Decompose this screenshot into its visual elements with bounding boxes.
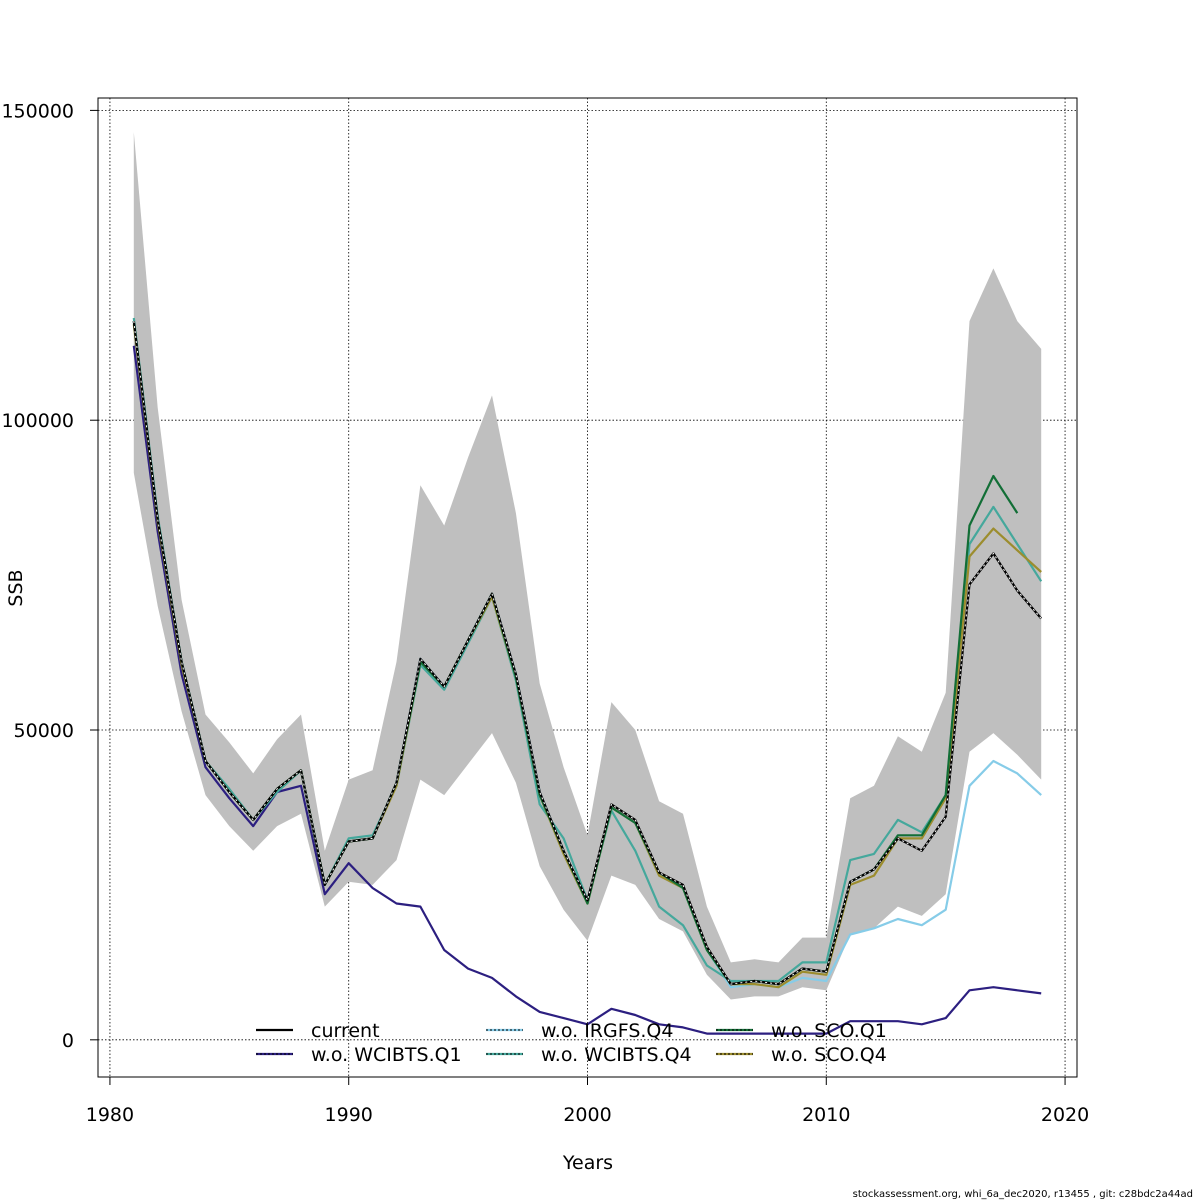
legend-label-w-o-irgfs-q4: w.o. IRGFS.Q4 xyxy=(541,1020,673,1042)
legend-label-current: current xyxy=(311,1020,380,1042)
legend-label-w-o-sco-q1: w.o. SCO.Q1 xyxy=(771,1020,887,1042)
x-tick-label-1990: 1990 xyxy=(325,1104,373,1126)
y-tick-label-50000: 50000 xyxy=(14,720,74,742)
x-tick-label-1980: 1980 xyxy=(86,1104,134,1126)
legend-label-w-o-wcibts-q1: w.o. WCIBTS.Q1 xyxy=(311,1044,462,1066)
confidence-band-area xyxy=(133,132,1042,1000)
y-tick-label-100000: 100000 xyxy=(1,410,74,432)
y-axis-title: SSB xyxy=(5,569,27,606)
legend-label-w-o-wcibts-q4: w.o. WCIBTS.Q4 xyxy=(541,1044,692,1066)
y-tick-label-0: 0 xyxy=(62,1030,74,1052)
confidence-band xyxy=(133,132,1042,1000)
series-line-w-o-wcibts-q1 xyxy=(132,345,1042,1035)
x-tick-label-2020: 2020 xyxy=(1041,1104,1089,1126)
series-lines xyxy=(132,317,1043,1035)
y-tick-label-150000: 150000 xyxy=(1,100,74,122)
legend-label-w-o-sco-q4: w.o. SCO.Q4 xyxy=(771,1044,887,1066)
y-axis: 0 50000 100000 150000 xyxy=(1,100,99,1052)
x-axis: 1980 1990 2000 2010 2020 xyxy=(86,1076,1089,1126)
series-line-current-dots xyxy=(133,321,1042,985)
footer-text: stockassessment.org, whi_6a_dec2020, r13… xyxy=(853,1189,1193,1200)
x-tick-label-2000: 2000 xyxy=(563,1104,611,1126)
x-axis-title: Years xyxy=(562,1152,613,1174)
x-tick-label-2010: 2010 xyxy=(802,1104,850,1126)
